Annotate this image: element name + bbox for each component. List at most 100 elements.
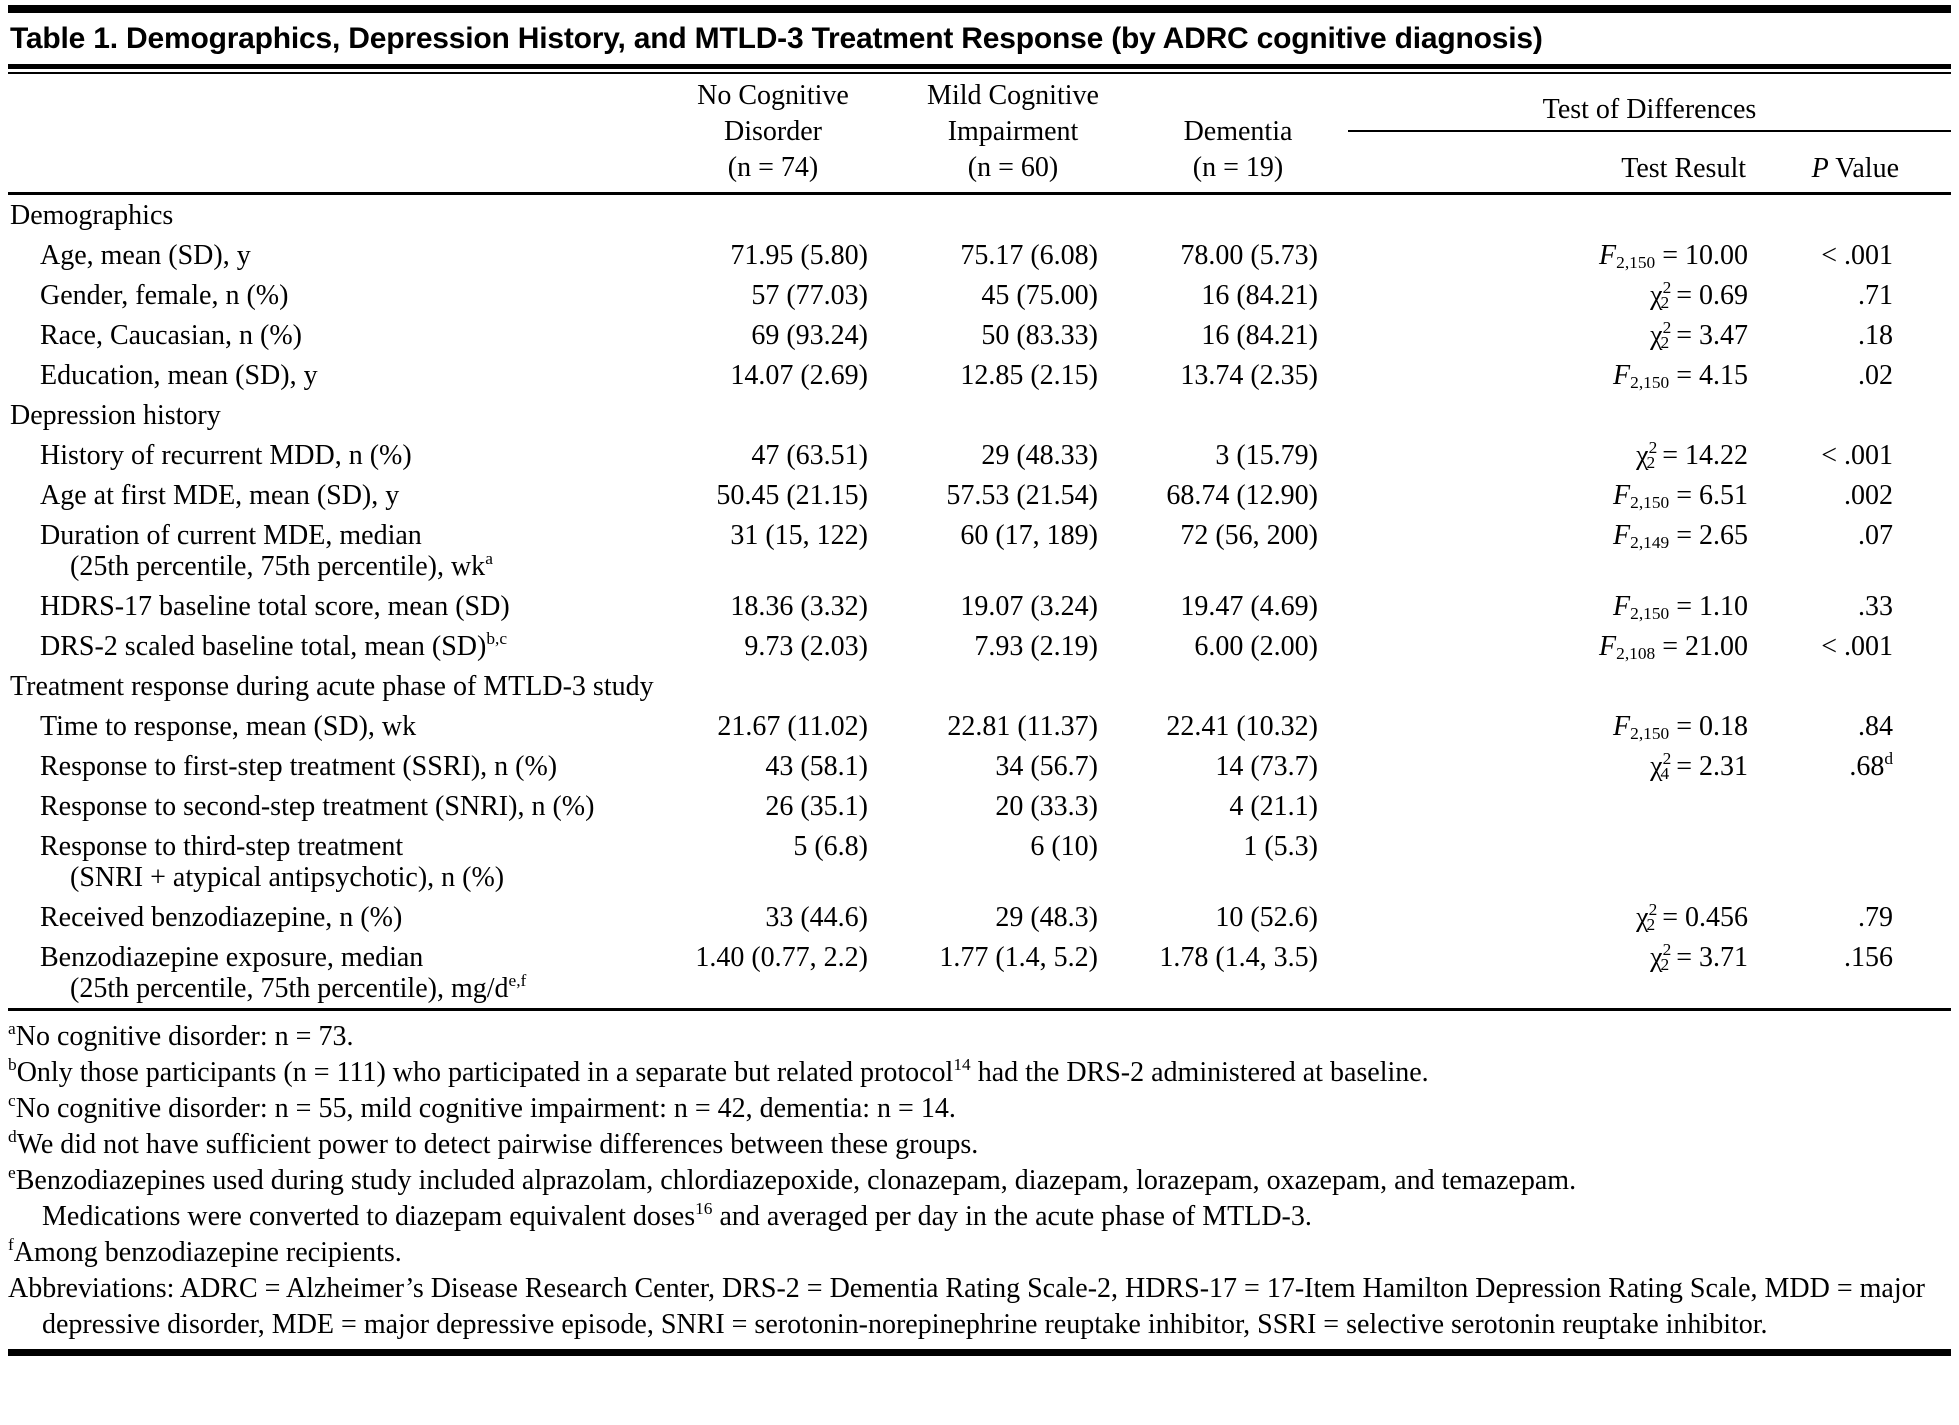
cell-dementia: 16 (84.21) [1201, 319, 1318, 351]
cell-dementia: 10 (52.6) [1215, 901, 1318, 933]
cell-no-cognitive-disorder: 26 (35.1) [765, 790, 868, 822]
cell-test-result: F2,149 = 2.65 [1613, 519, 1748, 553]
cell-test-result: F2,108 = 21.00 [1599, 630, 1748, 664]
footnote: aNo cognitive disorder: n = 73. [8, 1019, 354, 1052]
table-row: Response to second-step treatment (SNRI)… [8, 786, 1951, 826]
section-row: Depression history [8, 395, 1951, 435]
cell-test-result: χ22 = 0.69 [1650, 277, 1748, 313]
cell-no-cognitive-disorder: 69 (93.24) [751, 319, 868, 351]
section-label: Depression history [10, 399, 221, 431]
table-row: Received benzodiazepine, n (%) 33 (44.6) 2… [8, 897, 1951, 937]
cell-no-cognitive-disorder: 50.45 (21.15) [716, 479, 868, 511]
cell-test-result: F2,150 = 0.18 [1613, 710, 1748, 744]
bottom-rule [8, 1349, 1951, 1356]
col-header-no-cognitive-disorder: No Cognitive Disorder (n = 74) [648, 74, 898, 195]
cell-dementia: 19.47 (4.69) [1180, 590, 1318, 622]
footnote: eBenzodiazepines used during study inclu… [8, 1163, 1577, 1232]
table-row: Education, mean (SD), y 14.07 (2.69) 12.85… [8, 355, 1951, 395]
table-row: Response to first-step treatment (SSRI),… [8, 746, 1951, 786]
cell-test-result: χ22 = 0.456 [1636, 899, 1748, 935]
row-label-continuation: (25th percentile, 75th percentile), mg/d… [70, 970, 527, 1004]
cell-dementia: 68.74 (12.90) [1166, 479, 1318, 511]
footnote: Abbreviations: ADRC = Alzheimer’s Diseas… [8, 1273, 1925, 1340]
table-row: Gender, female, n (%) 57 (77.03) 45 (75.00… [8, 275, 1951, 315]
cell-test-result: χ22 = 14.22 [1636, 437, 1748, 473]
cell-dementia: 16 (84.21) [1201, 279, 1318, 311]
cell-dementia: 1.78 (1.4, 3.5) [1159, 941, 1318, 973]
cell-mild-cognitive-impairment: 1.77 (1.4, 5.2) [939, 941, 1098, 973]
cell-test-result: χ22 = 3.47 [1650, 317, 1748, 353]
row-label: Age, mean (SD), y [40, 239, 251, 271]
table-row: Benzodiazepine exposure, median (25th per… [8, 937, 1951, 1010]
cell-dementia: 1 (5.3) [1243, 830, 1318, 862]
col-header-mild-cognitive-impairment: Mild Cognitive Impairment (n = 60) [898, 74, 1128, 195]
cell-dementia: 13.74 (2.35) [1180, 359, 1318, 391]
table-row: Age, mean (SD), y 71.95 (5.80) 75.17 (6.08… [8, 235, 1951, 275]
cell-no-cognitive-disorder: 9.73 (2.03) [744, 630, 868, 662]
footnote: cNo cognitive disorder: n = 55, mild cog… [8, 1091, 956, 1124]
cell-p-value: .18 [1858, 319, 1893, 351]
cell-mild-cognitive-impairment: 29 (48.3) [995, 901, 1098, 933]
cell-mild-cognitive-impairment: 20 (33.3) [995, 790, 1098, 822]
section-label: Demographics [10, 199, 174, 231]
row-label: History of recurrent MDD, n (%) [40, 439, 412, 471]
footnote: fAmong benzodiazepine recipients. [8, 1235, 402, 1268]
cell-no-cognitive-disorder: 57 (77.03) [751, 279, 868, 311]
table-header: No Cognitive Disorder (n = 74) Mild Cogn… [8, 74, 1951, 196]
cell-p-value: .002 [1844, 479, 1893, 511]
footnotes: aNo cognitive disorder: n = 73. bOnly tho… [8, 1011, 1951, 1343]
cell-p-value [1778, 786, 1951, 826]
cell-no-cognitive-disorder: 47 (63.51) [751, 439, 868, 471]
cell-no-cognitive-disorder: 31 (15, 122) [730, 519, 868, 551]
table-row: Duration of current MDE, median (25th per… [8, 515, 1951, 586]
cell-mild-cognitive-impairment: 12.85 (2.15) [960, 359, 1098, 391]
cell-test-result: F2,150 = 4.15 [1613, 359, 1748, 393]
cell-mild-cognitive-impairment: 7.93 (2.19) [974, 630, 1098, 662]
cell-dementia: 4 (21.1) [1229, 790, 1318, 822]
table-row: Race, Caucasian, n (%) 69 (93.24) 50 (83.3… [8, 315, 1951, 355]
cell-mild-cognitive-impairment: 45 (75.00) [981, 279, 1098, 311]
table-row: Response to third-step treatment (SNRI + … [8, 826, 1951, 897]
row-label: Received benzodiazepine, n (%) [40, 901, 403, 933]
cell-test-result: F2,150 = 1.10 [1613, 590, 1748, 624]
row-label: Race, Caucasian, n (%) [40, 319, 302, 351]
cell-mild-cognitive-impairment: 34 (56.7) [995, 750, 1098, 782]
row-label-header [8, 74, 648, 195]
top-rule [8, 5, 1951, 13]
footnote: dWe did not have sufficient power to det… [8, 1127, 979, 1160]
cell-p-value: .68d [1849, 748, 1893, 782]
row-label: DRS-2 scaled baseline total, mean (SD)b,… [40, 628, 508, 662]
demographics-table: No Cognitive Disorder (n = 74) Mild Cogn… [8, 74, 1951, 1011]
cell-p-value: .33 [1858, 590, 1893, 622]
section-label: Treatment response during acute phase of… [10, 670, 654, 702]
row-label: Gender, female, n (%) [40, 279, 289, 311]
cell-mild-cognitive-impairment: 75.17 (6.08) [960, 239, 1098, 271]
cell-mild-cognitive-impairment: 6 (10) [1030, 830, 1098, 862]
cell-test-result [1348, 786, 1778, 826]
footnote: bOnly those participants (n = 111) who p… [8, 1055, 1429, 1088]
cell-dementia: 72 (56, 200) [1180, 519, 1318, 551]
cell-no-cognitive-disorder: 5 (6.8) [793, 830, 868, 862]
cell-test-result: F2,150 = 10.00 [1599, 239, 1748, 273]
row-label: Benzodiazepine exposure, median (25th per… [8, 937, 648, 1010]
row-label: Response to first-step treatment (SSRI),… [40, 750, 558, 782]
cell-test-result [1348, 826, 1778, 897]
cell-mild-cognitive-impairment: 19.07 (3.24) [960, 590, 1098, 622]
cell-p-value [1778, 826, 1951, 897]
table-row: HDRS-17 baseline total score, mean (SD) 1… [8, 586, 1951, 626]
cell-mild-cognitive-impairment: 22.81 (11.37) [947, 710, 1098, 742]
cell-test-result: χ22 = 3.71 [1650, 939, 1748, 975]
cell-p-value: < .001 [1821, 239, 1893, 271]
cell-test-result: χ24 = 2.31 [1650, 748, 1748, 784]
col-header-dementia: Dementia (n = 19) [1128, 74, 1348, 195]
row-label: Time to response, mean (SD), wk [40, 710, 417, 742]
paper-page: Table 1. Demographics, Depression Histor… [0, 5, 1959, 1356]
row-label: Response to second-step treatment (SNRI)… [40, 790, 595, 822]
cell-no-cognitive-disorder: 21.67 (11.02) [717, 710, 868, 742]
row-label-continuation: (SNRI + atypical antipsychotic), n (%) [70, 861, 505, 893]
section-row: Demographics [8, 194, 1951, 236]
cell-mild-cognitive-impairment: 29 (48.33) [981, 439, 1098, 471]
cell-p-value: .79 [1858, 901, 1893, 933]
table-row: DRS-2 scaled baseline total, mean (SD)b,… [8, 626, 1951, 666]
cell-p-value: .84 [1858, 710, 1893, 742]
